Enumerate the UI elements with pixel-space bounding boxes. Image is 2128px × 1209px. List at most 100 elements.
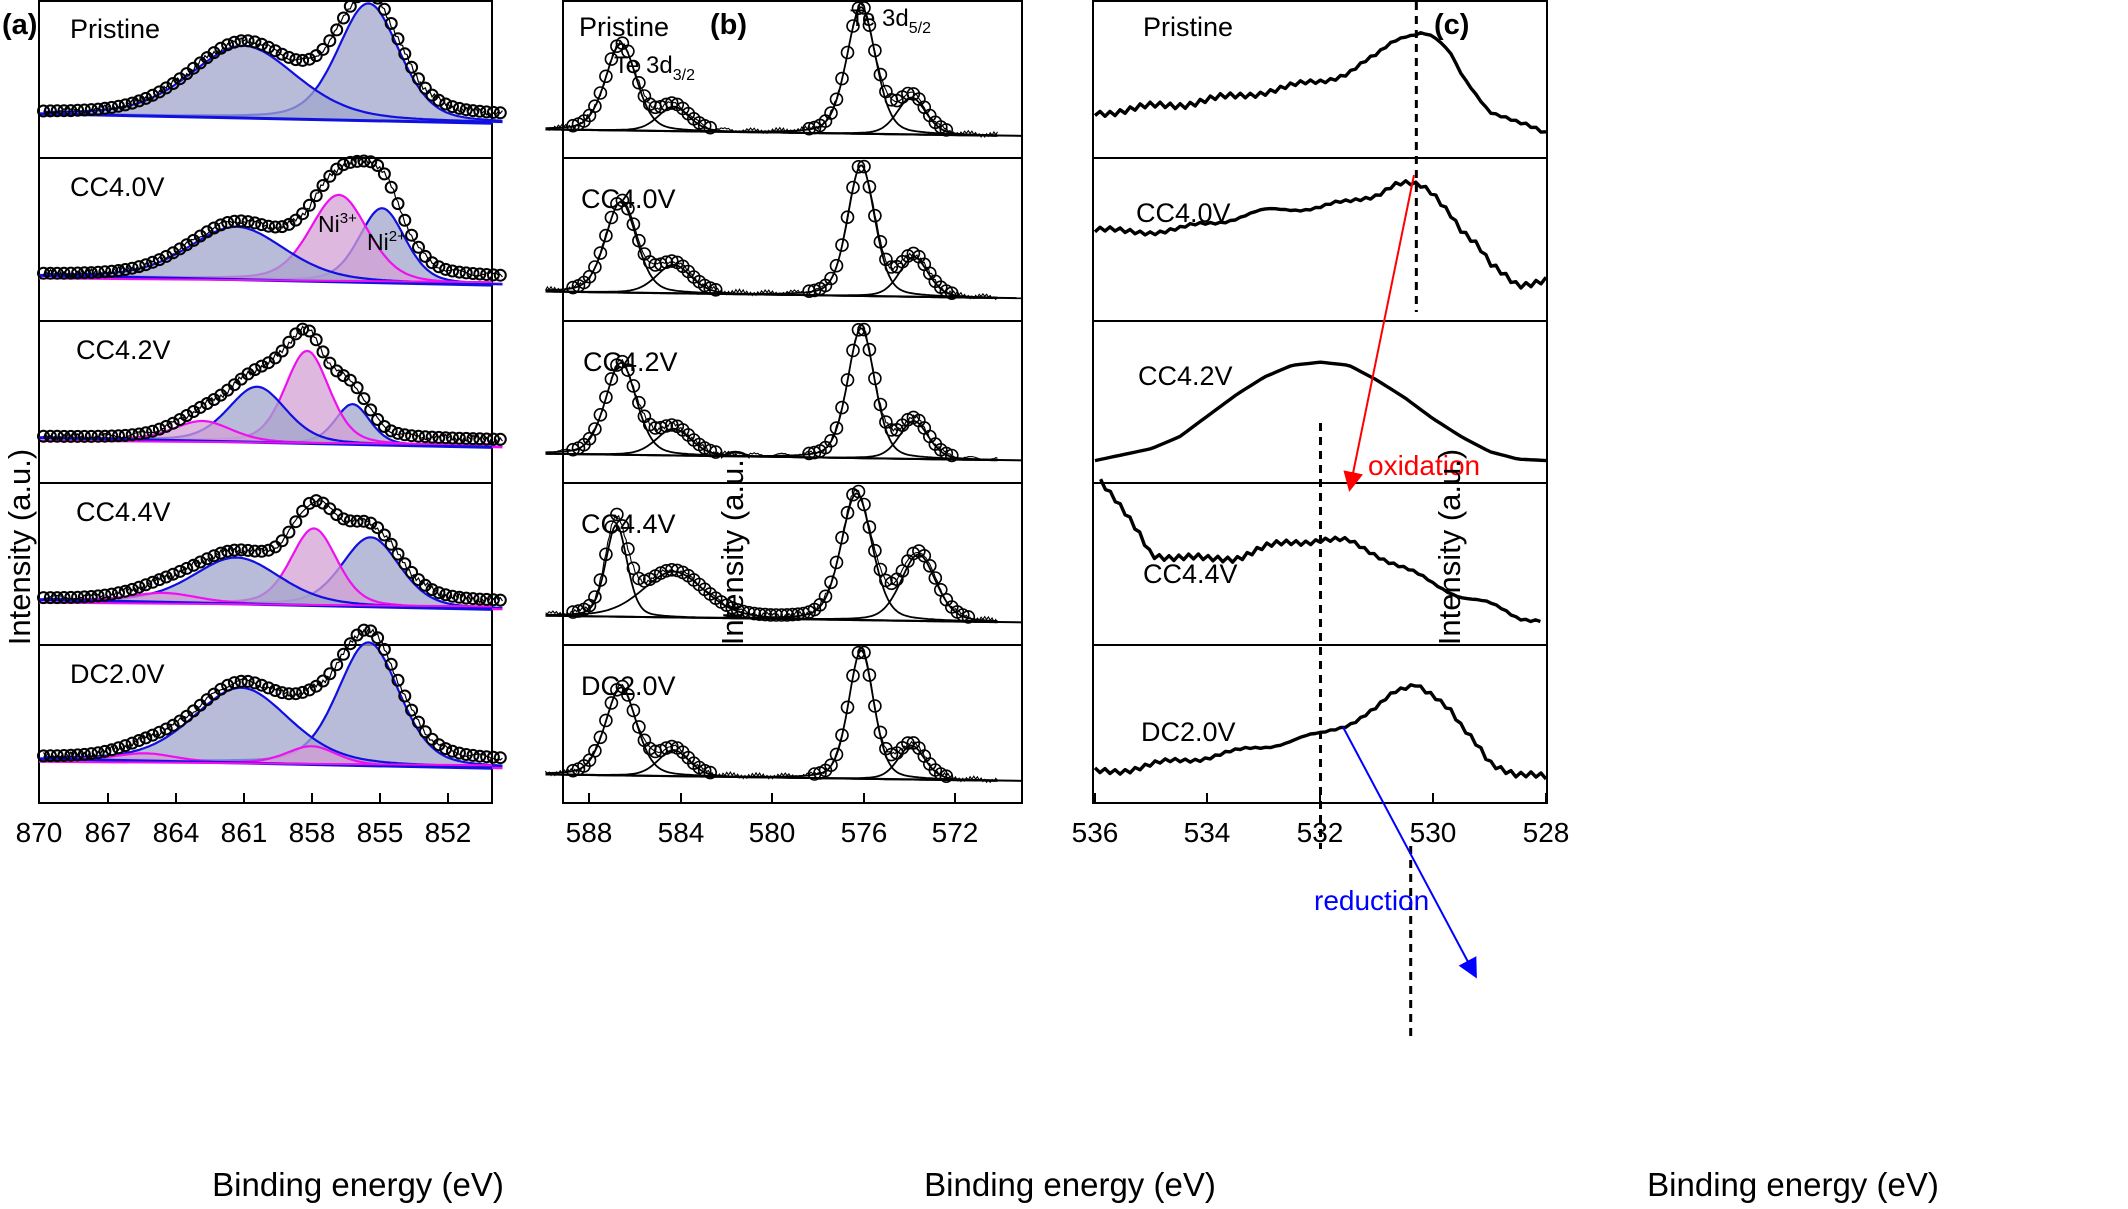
panel-a-data-point [405,703,419,717]
panel-a-data-point [234,34,248,48]
panel-a-data-point [125,582,139,596]
panel-a-data-point [166,567,180,581]
panel-a-data-point [316,179,330,192]
panel-a-data-point [364,624,378,638]
panel-a-data-point [452,101,466,115]
panel-a-data-point [337,11,350,25]
panel-a-data-point [105,587,119,601]
panel-b-data-point [604,372,619,386]
panel-a-data-point [425,583,439,597]
panel-a-data-point [200,552,214,566]
panel-b-data-point [588,590,602,604]
panel-b-data-point [873,397,888,412]
panel-b-data-point [566,442,580,457]
panel-c-ylabel: Intensity (a.u.) [1432,449,1467,645]
panel-b-data-point [829,747,844,762]
panel-b-data-point [664,739,679,754]
panel-b-data-point [873,67,888,82]
panel-a-data-point [391,547,405,561]
panel-b-te3d52-label: Te 3d5/2 [850,5,931,37]
panel-b-data-point [664,96,679,110]
panel-a-data-point [289,213,303,227]
panel-a-data-point [214,218,228,232]
panel-b-data-point [752,607,767,622]
panel-a-data-point [180,238,194,252]
panel-a-data-point [255,359,269,373]
panel-a-data-point [255,544,269,558]
panel-a-data-point [330,508,344,522]
panel-a-data-point [91,102,105,116]
panel-a-component-fill [43,592,503,610]
panel-a-data-point [268,540,282,554]
panel-a-data-point [84,103,98,117]
panel-a-data-point [57,104,71,118]
panel-a-data-point [112,429,125,443]
panel-b-data-point [829,92,844,107]
panel-a-data-point [282,687,296,701]
panel-a-data-point [405,565,419,579]
panel-a-data-point [289,687,303,701]
panel-a-data-point [132,260,146,274]
panel-b-data-point [604,520,619,534]
panel-b-data-point [632,720,646,734]
panel-a-component-fill [43,226,503,286]
panel-a-data-point [125,428,139,442]
panel-a-data-point [71,429,85,443]
panel-a-data-point [452,590,466,604]
panel-a-data-point [296,322,310,336]
panel-a-data-point [248,544,262,558]
panel-a-data-point [480,432,494,446]
panel-b-data-point [599,69,613,84]
panel-a-data-point [159,419,173,433]
panel-a-xtick-label: 858 [289,817,336,848]
panel-b-data-point [928,571,943,585]
panel-a-data-point [132,427,146,441]
panel-a-data-point [268,44,282,58]
panel-c-reduction-arrow [1342,726,1477,979]
panel-a-data-point [57,591,71,604]
panel-a-data-point [91,589,105,603]
panel-a-data-point [275,344,289,358]
panel-a-data-point [418,430,432,444]
panel-a-data-point [459,103,473,117]
panel-a-data-point [493,593,507,607]
panel-b-data-point [571,604,586,618]
panel-b-data-point [785,607,800,622]
panel-b-data-point [659,97,674,112]
panel-a-data-point [343,155,357,169]
panel-a-data-point [309,494,323,508]
panel-a-ni3-annotation: Ni3+ [318,210,357,237]
panel-a-data-point [57,266,71,280]
panel-b-xtick-label: 588 [566,817,613,848]
panel-a-data-point [159,570,173,584]
panel-c-label: (c) [1434,9,1469,41]
panel-a-data-point [337,512,350,526]
panel-a-data-point [343,0,357,13]
panel-a-component-fill [43,45,503,124]
panel-b-data-point [599,228,613,243]
panel-a-data-point [486,105,500,119]
panel-a-data-point [132,580,146,594]
panel-a-data-point [248,216,262,230]
panel-b: 588 584 580 576 572 Pristine CC4.0V CC4.2V CC4.4… [545,0,1023,848]
panel-a-data-point [391,426,405,440]
panel-a-data-point [118,98,132,112]
panel-b-data-point [835,728,849,743]
panel-b-data-point [901,736,915,750]
panel-a-data-point [241,543,255,557]
panel-a-data-point [241,215,255,229]
panel-c-xtick-label: 536 [1072,817,1119,848]
panel-a-data-point [323,667,337,681]
panel-c-stack-label: CC4.0V [1136,198,1231,228]
panel-b-data-point [621,201,635,216]
panel-b-data-point [621,44,635,59]
panel-a-xtick-label: 855 [357,817,404,848]
panel-a-data-point [77,429,91,443]
panel-b-data-point [593,573,608,587]
panel-a-data-point [207,46,221,60]
panel-b-data-point [884,747,899,762]
panel-a-data-point [37,266,50,280]
panel-a-data-point [391,32,405,46]
panel-a-data-point [227,543,241,557]
panel-b-data-point [868,208,882,223]
